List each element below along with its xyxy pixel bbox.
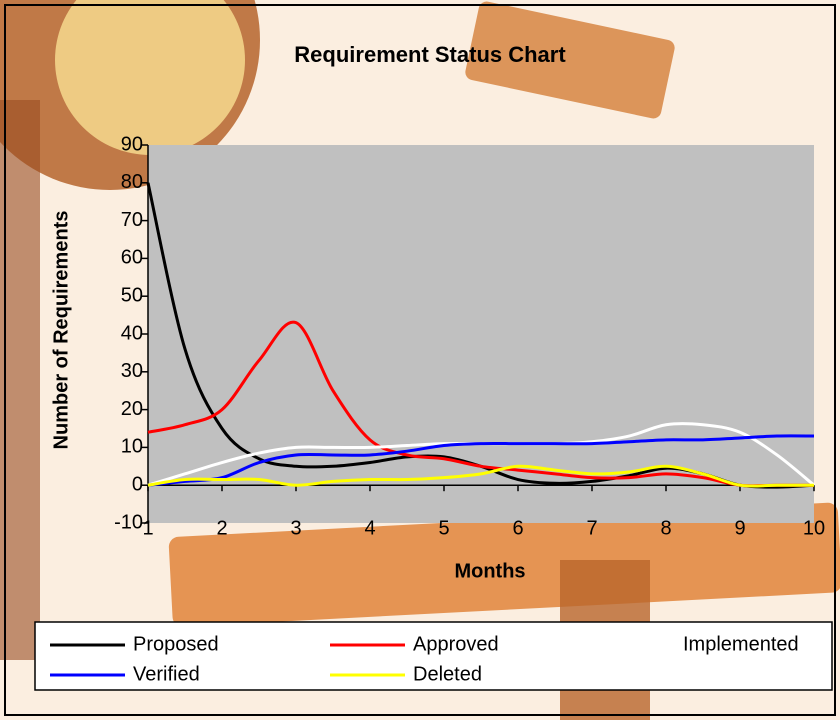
x-tick-label: 1: [142, 517, 153, 539]
y-tick-label: 80: [121, 171, 143, 193]
x-axis-title: Months: [454, 560, 525, 582]
x-tick-label: 3: [290, 517, 301, 539]
legend-label: Proposed: [133, 633, 219, 655]
y-tick-label: 50: [121, 284, 143, 306]
y-tick-label: 40: [121, 322, 143, 344]
y-tick-label: 60: [121, 247, 143, 269]
x-tick-label: 9: [734, 517, 745, 539]
x-tick-label: 6: [512, 517, 523, 539]
y-axis-title: Number of Requirements: [50, 211, 72, 450]
chart-title: Requirement Status Chart: [294, 42, 566, 67]
y-tick-label: 20: [121, 398, 143, 420]
x-tick-label: 7: [586, 517, 597, 539]
legend-label: Approved: [413, 633, 499, 655]
y-tick-label: 90: [121, 133, 143, 155]
y-tick-label: -10: [114, 511, 143, 533]
legend-label: Verified: [133, 663, 200, 685]
y-tick-label: 0: [132, 473, 143, 495]
x-tick-label: 4: [364, 517, 375, 539]
y-tick-label: 10: [121, 436, 143, 458]
x-tick-label: 8: [660, 517, 671, 539]
legend-label: Deleted: [413, 663, 482, 685]
x-tick-label: 2: [216, 517, 227, 539]
x-tick-label: 5: [438, 517, 449, 539]
x-tick-label: 10: [803, 517, 825, 539]
legend-label: Implemented: [683, 633, 799, 655]
y-tick-label: 30: [121, 360, 143, 382]
y-tick-label: 70: [121, 209, 143, 231]
chart: Requirement Status Chart Months Number o…: [0, 0, 840, 720]
